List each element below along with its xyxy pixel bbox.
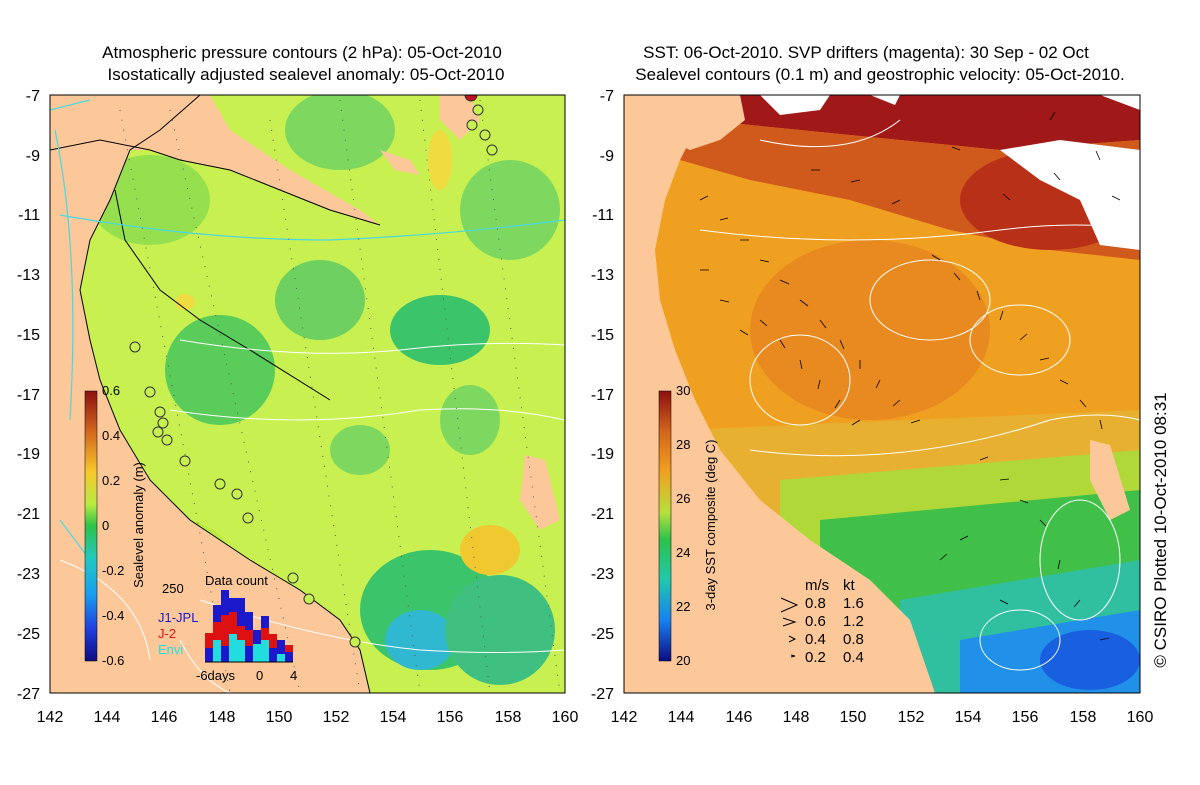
- x-tick: 158: [495, 709, 522, 726]
- velocity-key: m/s kt 0.8 1.6 0.6 1.2 0.4 0.8 0.2 0.4: [780, 577, 864, 666]
- inset-legend-j2: J-2: [158, 626, 176, 641]
- left-title-line1: Atmospheric pressure contours (2 hPa): 0…: [102, 43, 502, 62]
- y-tick: -23: [17, 566, 40, 583]
- y-tick: -23: [591, 566, 614, 583]
- inset-title: Data count: [205, 573, 268, 588]
- right-x-ticks: 142 144 146 148 150 152 154 156 158 160: [611, 709, 1154, 726]
- y-tick: -19: [591, 446, 614, 463]
- sst-tick: 26: [676, 491, 690, 506]
- y-tick: -17: [591, 387, 614, 404]
- y-tick: -11: [18, 207, 40, 224]
- right-title-line1: SST: 06-Oct-2010. SVP drifters (magenta)…: [643, 43, 1089, 62]
- x-tick: 144: [94, 709, 121, 726]
- cloud-mask: [760, 95, 1140, 250]
- drifter-markers: [129, 104, 498, 648]
- sst-colorbar-label: 3-day SST composite (deg C): [703, 440, 718, 611]
- inset-ymax: 250: [162, 581, 184, 596]
- sst-tick: 28: [676, 437, 690, 452]
- sla-colorbar: [84, 390, 98, 662]
- x-tick: 152: [323, 709, 350, 726]
- left-map: [50, 95, 565, 693]
- sla-tick: -0.2: [102, 563, 124, 578]
- y-tick: -21: [17, 506, 40, 523]
- sla-tick: 0.6: [102, 383, 120, 398]
- x-tick: 142: [37, 709, 64, 726]
- y-tick: -21: [591, 506, 614, 523]
- y-tick: -9: [600, 148, 614, 165]
- sst-tick: 20: [676, 653, 690, 668]
- x-tick: 160: [1127, 709, 1154, 726]
- y-tick: -15: [591, 327, 614, 344]
- key-kt: 0.4: [843, 649, 864, 666]
- y-tick: -19: [17, 446, 40, 463]
- x-tick: 156: [437, 709, 464, 726]
- right-map: [624, 95, 1140, 693]
- x-tick: 146: [151, 709, 178, 726]
- x-tick: 158: [1070, 709, 1097, 726]
- left-x-ticks: 142 144 146 148 150 152 154 156 158 160: [37, 709, 579, 726]
- inset-x-label: -6days: [196, 668, 236, 683]
- sst-colorbar: [658, 390, 672, 662]
- inset-legend-j1: J1-JPL: [158, 610, 198, 625]
- y-tick: -17: [17, 387, 40, 404]
- y-tick: -25: [17, 626, 40, 643]
- y-tick: -25: [591, 626, 614, 643]
- x-tick: 144: [668, 709, 695, 726]
- sla-tick: -0.6: [102, 653, 124, 668]
- sla-tick: 0.4: [102, 428, 120, 443]
- right-y-ticks: -7 -9 -11 -13 -15 -17 -19 -21 -23 -25 -2…: [591, 88, 614, 703]
- x-tick: 154: [380, 709, 407, 726]
- x-tick: 156: [1012, 709, 1039, 726]
- inset-x-label: 0: [256, 668, 263, 683]
- sst-tick: 24: [676, 545, 690, 560]
- x-tick: 146: [726, 709, 753, 726]
- key-ms: 0.6: [805, 613, 826, 630]
- land: [624, 95, 1130, 693]
- y-tick: -15: [17, 327, 40, 344]
- sealevel-contours: [699, 119, 1140, 671]
- x-tick: 160: [552, 709, 579, 726]
- key-ms: 0.8: [805, 595, 826, 612]
- sla-colorbar-label: Sealevel anomaly (m): [131, 462, 146, 588]
- x-tick: 154: [955, 709, 982, 726]
- credit-text: © CSIRO Plotted 10-Oct-2010 08:31: [1151, 392, 1170, 667]
- x-tick: 142: [611, 709, 638, 726]
- sla-tick: -0.4: [102, 608, 124, 623]
- x-tick: 152: [898, 709, 925, 726]
- sla-tick: 0.2: [102, 473, 120, 488]
- x-tick: 150: [266, 709, 293, 726]
- data-count-inset: Data count 250 J1-JPL J-2 Envi -6days 0 …: [158, 573, 297, 683]
- x-tick: 148: [209, 709, 236, 726]
- y-tick: -13: [17, 267, 40, 284]
- key-kt: 0.8: [843, 631, 864, 648]
- y-tick: -11: [592, 207, 614, 224]
- y-tick: -7: [26, 88, 40, 105]
- key-kt: 1.6: [843, 595, 864, 612]
- sst-tick: 30: [676, 383, 690, 398]
- left-title-line2: Isostatically adjusted sealevel anomaly:…: [108, 65, 505, 84]
- key-header-ms: m/s: [805, 577, 829, 594]
- inset-legend-envi: Envi: [158, 642, 183, 657]
- y-tick: -27: [591, 686, 614, 703]
- y-tick: -7: [600, 88, 614, 105]
- sst-tick: 22: [676, 599, 690, 614]
- key-ms: 0.4: [805, 631, 826, 648]
- key-kt: 1.2: [843, 613, 864, 630]
- y-tick: -9: [26, 148, 40, 165]
- key-ms: 0.2: [805, 649, 826, 666]
- inset-x-label: 4: [290, 668, 297, 683]
- sla-colorbar-ticks: 0.6 0.4 0.2 0 -0.2 -0.4 -0.6: [102, 383, 124, 668]
- sla-tick: 0: [102, 518, 109, 533]
- x-tick: 148: [783, 709, 810, 726]
- geostrophic-velocity-arrows: [699, 111, 1121, 641]
- key-header-kt: kt: [843, 577, 856, 594]
- left-y-ticks: -7 -9 -11 -13 -15 -17 -19 -21 -23 -25 -2…: [17, 88, 40, 703]
- x-tick: 150: [840, 709, 867, 726]
- sst-colorbar-ticks: 30 28 26 24 22 20: [676, 383, 690, 668]
- y-tick: -27: [17, 686, 40, 703]
- y-tick: -13: [591, 267, 614, 284]
- right-title-line2: Sealevel contours (0.1 m) and geostrophi…: [635, 65, 1124, 84]
